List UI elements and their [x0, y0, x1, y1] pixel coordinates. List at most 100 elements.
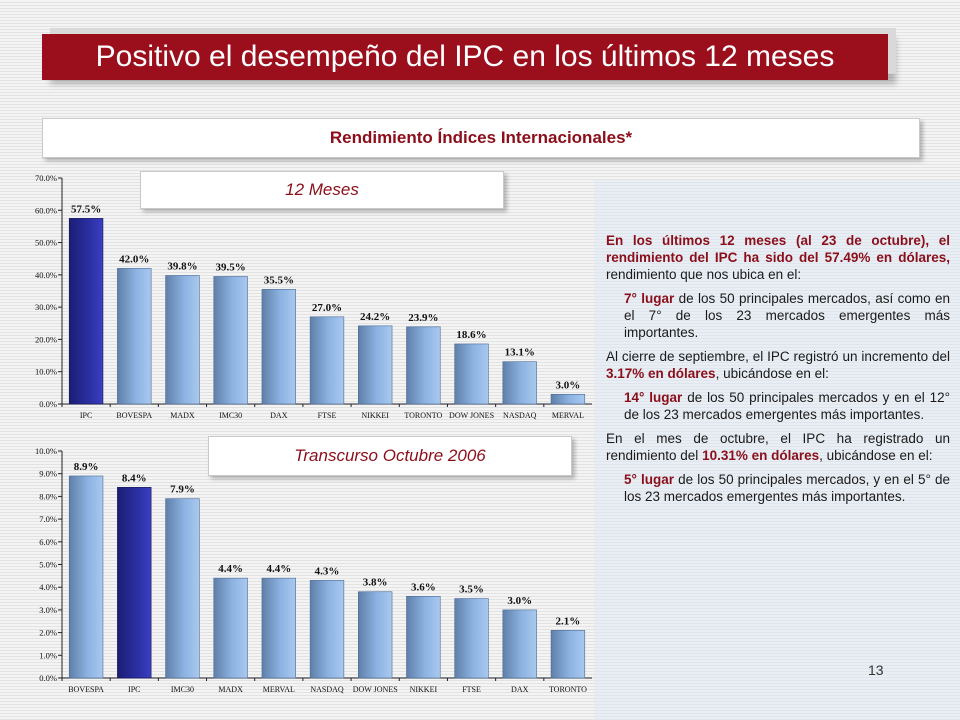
y-tick-label: 10.0% [35, 367, 57, 377]
data-label: 42.0% [119, 253, 149, 265]
y-tick-label: 40.0% [35, 270, 57, 280]
y-tick-label: 9.0% [39, 469, 57, 479]
x-tick-label: BOVESPA [68, 685, 104, 694]
paragraph-6-bold: 5° lugar [624, 472, 675, 487]
y-tick-label: 1.0% [39, 650, 57, 660]
x-tick-label: DOW JONES [449, 411, 494, 420]
paragraph-1-rest: rendimiento que nos ubica en el: [606, 267, 802, 282]
y-tick-label: 2.0% [39, 628, 57, 638]
bar-dax [502, 609, 537, 679]
paragraph-1: En los últimos 12 meses (al 23 de octubr… [606, 232, 950, 283]
x-tick-label: MADX [218, 685, 243, 694]
chart-12-meses: 0.0% 10.0% 20.0% 30.0% 40.0% 50.0% 60.0% 70.0% 5… [35, 173, 592, 420]
data-label: 8.4% [122, 472, 147, 484]
data-label: 3.0% [556, 379, 581, 391]
data-label: 24.2% [360, 311, 390, 323]
y-tick-label: 3.0% [39, 605, 57, 615]
x-tick-label: NASDAQ [503, 411, 537, 420]
bar-nikkei [406, 595, 441, 679]
data-label: 4.3% [315, 565, 340, 577]
bar-ftse [309, 316, 345, 405]
y-tick-label: 7.0% [39, 514, 57, 524]
data-label: 3.0% [507, 595, 532, 607]
x-tick-label: MERVAL [263, 685, 295, 694]
x-tick-label: NIKKEI [410, 685, 438, 694]
data-label: 35.5% [264, 274, 294, 286]
paragraph-2-rest: de los 50 principales mercados, así como… [624, 291, 951, 340]
page-number: 13 [868, 662, 884, 678]
x-tick-label: IPC [80, 411, 92, 420]
y-tick-label: 50.0% [35, 238, 57, 248]
data-label: 2.1% [556, 615, 581, 627]
paragraph-6-rest: de los 50 principales mercados, y en el … [624, 472, 950, 504]
paragraph-3-bold: 3.17% en dólares [606, 366, 716, 381]
x-tick-label: TORONTO [404, 411, 442, 420]
x-tick-label: DAX [511, 685, 529, 694]
paragraph-5-bold: 10.31% en dólares [702, 448, 820, 463]
bar-bovespa [68, 475, 104, 679]
bar-bovespa [117, 268, 152, 405]
bar-merval [550, 394, 586, 405]
paragraph-3-a: Al cierre de septiembre, el IPC registró… [606, 349, 950, 364]
paragraph-1-lead: En los últimos 12 meses (al 23 de octubr… [606, 233, 950, 265]
data-label: 13.1% [505, 347, 535, 359]
x-tick-label: FTSE [318, 411, 337, 420]
paragraph-6: 5° lugar de los 50 principales mercados,… [606, 471, 950, 505]
bar-toronto [550, 630, 586, 679]
data-label: 39.5% [216, 261, 246, 273]
bar-dax [261, 289, 296, 405]
data-label: 8.9% [74, 461, 99, 473]
x-tick-label: IMC30 [171, 685, 194, 694]
y-tick-label: 5.0% [39, 560, 57, 570]
y-tick-label: 70.0% [35, 173, 57, 183]
x-tick-label: DOW JONES [353, 685, 398, 694]
chart-2-title: Transcurso Octubre 2006 [208, 436, 572, 476]
paragraph-5-b: , ubicándose en el: [819, 448, 933, 463]
x-tick-label: DAX [270, 411, 288, 420]
chart-1-title: 12 Meses [140, 171, 504, 209]
bar-dow-jones [358, 591, 393, 679]
bar-imc30 [213, 276, 248, 405]
text-content: En los últimos 12 meses (al 23 de octubr… [606, 232, 950, 512]
paragraph-3-b: , ubicándose en el: [715, 366, 829, 381]
paragraph-2-bold: 7° lugar [624, 291, 675, 306]
y-tick-label: 0.0% [39, 673, 57, 683]
paragraph-2: 7° lugar de los 50 principales mercados,… [606, 290, 950, 341]
bar-nikkei [358, 325, 393, 405]
bar-madx [213, 577, 248, 679]
data-label: 57.5% [71, 203, 101, 215]
bar-merval [261, 577, 296, 679]
bar-madx [165, 275, 200, 405]
slide-subtitle: Rendimiento Índices Internacionales* [42, 118, 920, 158]
x-tick-label: NIKKEI [361, 411, 389, 420]
y-tick-label: 8.0% [39, 491, 57, 501]
x-tick-label: TORONTO [549, 685, 587, 694]
bar-ipc [68, 218, 104, 405]
x-tick-label: IMC30 [219, 411, 242, 420]
bar-ipc [117, 487, 152, 679]
y-tick-label: 10.0% [35, 446, 57, 456]
data-label: 27.0% [312, 302, 342, 314]
y-tick-label: 20.0% [35, 334, 57, 344]
data-label: 4.4% [218, 563, 243, 575]
data-label: 7.9% [170, 484, 195, 496]
bar-ftse [454, 598, 489, 679]
x-tick-label: BOVESPA [116, 411, 152, 420]
paragraph-5-a: En el mes de octubre, el IPC ha registra… [606, 431, 950, 463]
data-label: 4.4% [266, 563, 291, 575]
paragraph-4-bold: 14° lugar [624, 390, 683, 405]
data-label: 3.5% [459, 584, 484, 596]
x-tick-label: MERVAL [552, 411, 584, 420]
bar-toronto [406, 326, 441, 405]
bar-imc30 [165, 498, 200, 679]
paragraph-5: En el mes de octubre, el IPC ha registra… [606, 430, 950, 464]
x-tick-label: MADX [170, 411, 195, 420]
paragraph-4: 14° lugar de los 50 principales mercados… [606, 389, 950, 423]
data-label: 39.8% [167, 261, 197, 273]
slide-title: Positivo el desempeño del IPC en los últ… [42, 34, 888, 80]
paragraph-4-rest: de los 50 principales mercados y en el 1… [624, 390, 951, 422]
x-tick-label: FTSE [462, 685, 481, 694]
data-label: 18.6% [456, 329, 486, 341]
y-tick-label: 30.0% [35, 302, 57, 312]
data-label: 23.9% [408, 312, 438, 324]
